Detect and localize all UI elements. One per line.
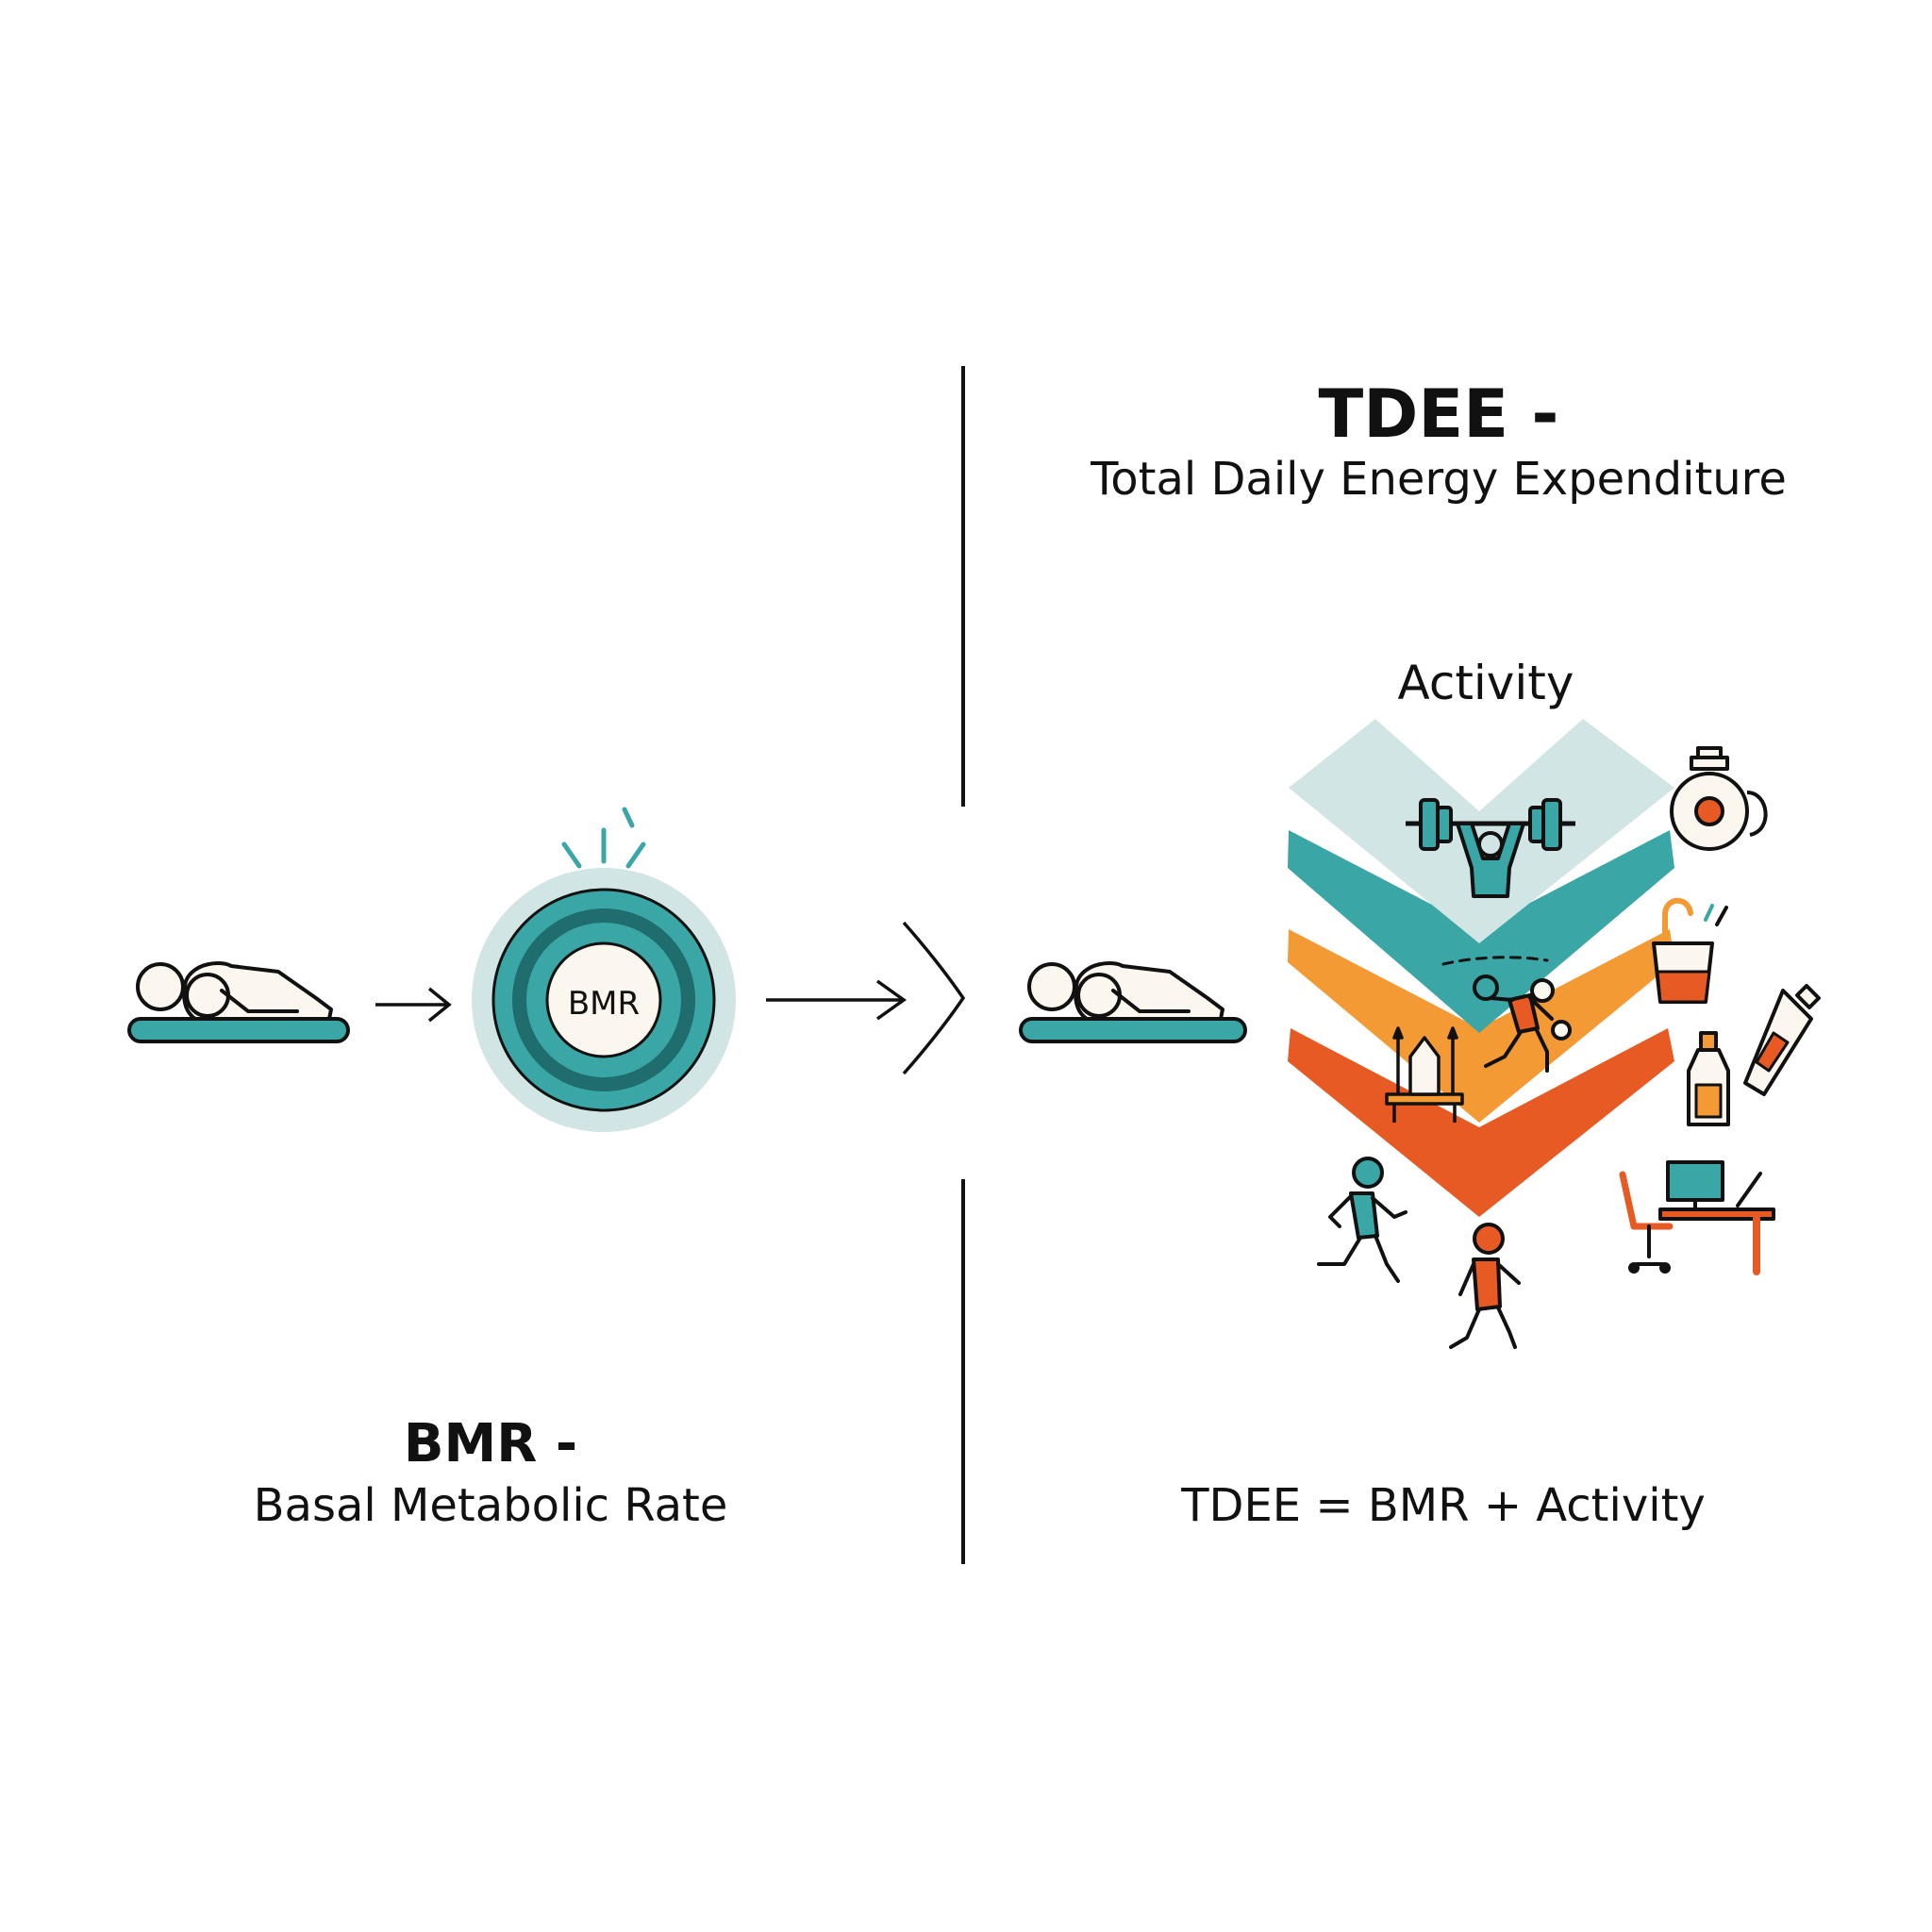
tdee-title: TDEE - (1318, 375, 1559, 453)
desk-computer-icon (1619, 1160, 1775, 1275)
resting-person-icon (1019, 961, 1247, 1043)
walker-icon (1449, 1223, 1521, 1349)
chevron-layer-orange (1288, 929, 1674, 1123)
bmr-title: BMR - (403, 1413, 578, 1474)
bottle-icon (1743, 984, 1821, 1096)
chevron-layer-light-teal (1289, 719, 1674, 943)
resting-person-icon (127, 961, 350, 1043)
activity-chevron-stack (1288, 719, 1674, 1217)
metabolism-circle-icon: BMR (472, 807, 736, 1132)
bracket-curve (902, 921, 966, 1075)
kettlebell-icon (1670, 746, 1768, 851)
bmr-circle-label: BMR (568, 985, 640, 1023)
activity-label: Activity (1397, 656, 1574, 710)
runner-icon (1317, 1157, 1407, 1283)
table-with-candles-icon (1385, 1026, 1464, 1123)
bottle-icon (1687, 1031, 1730, 1126)
bmr-subtitle: Basal Metabolic Rate (253, 1479, 728, 1532)
weightlifter-icon (1406, 798, 1575, 898)
tdee-subtitle: Total Daily Energy Expenditure (1091, 453, 1787, 506)
tdee-formula: TDEE = BMR + Activity (1181, 1479, 1706, 1532)
chevron-layer-red-orange (1288, 1028, 1674, 1217)
arrow-right-icon (766, 979, 908, 1021)
cup-icon (1652, 897, 1728, 1004)
arrow-right-icon (375, 987, 452, 1023)
sprinter-icon (1441, 956, 1572, 1073)
